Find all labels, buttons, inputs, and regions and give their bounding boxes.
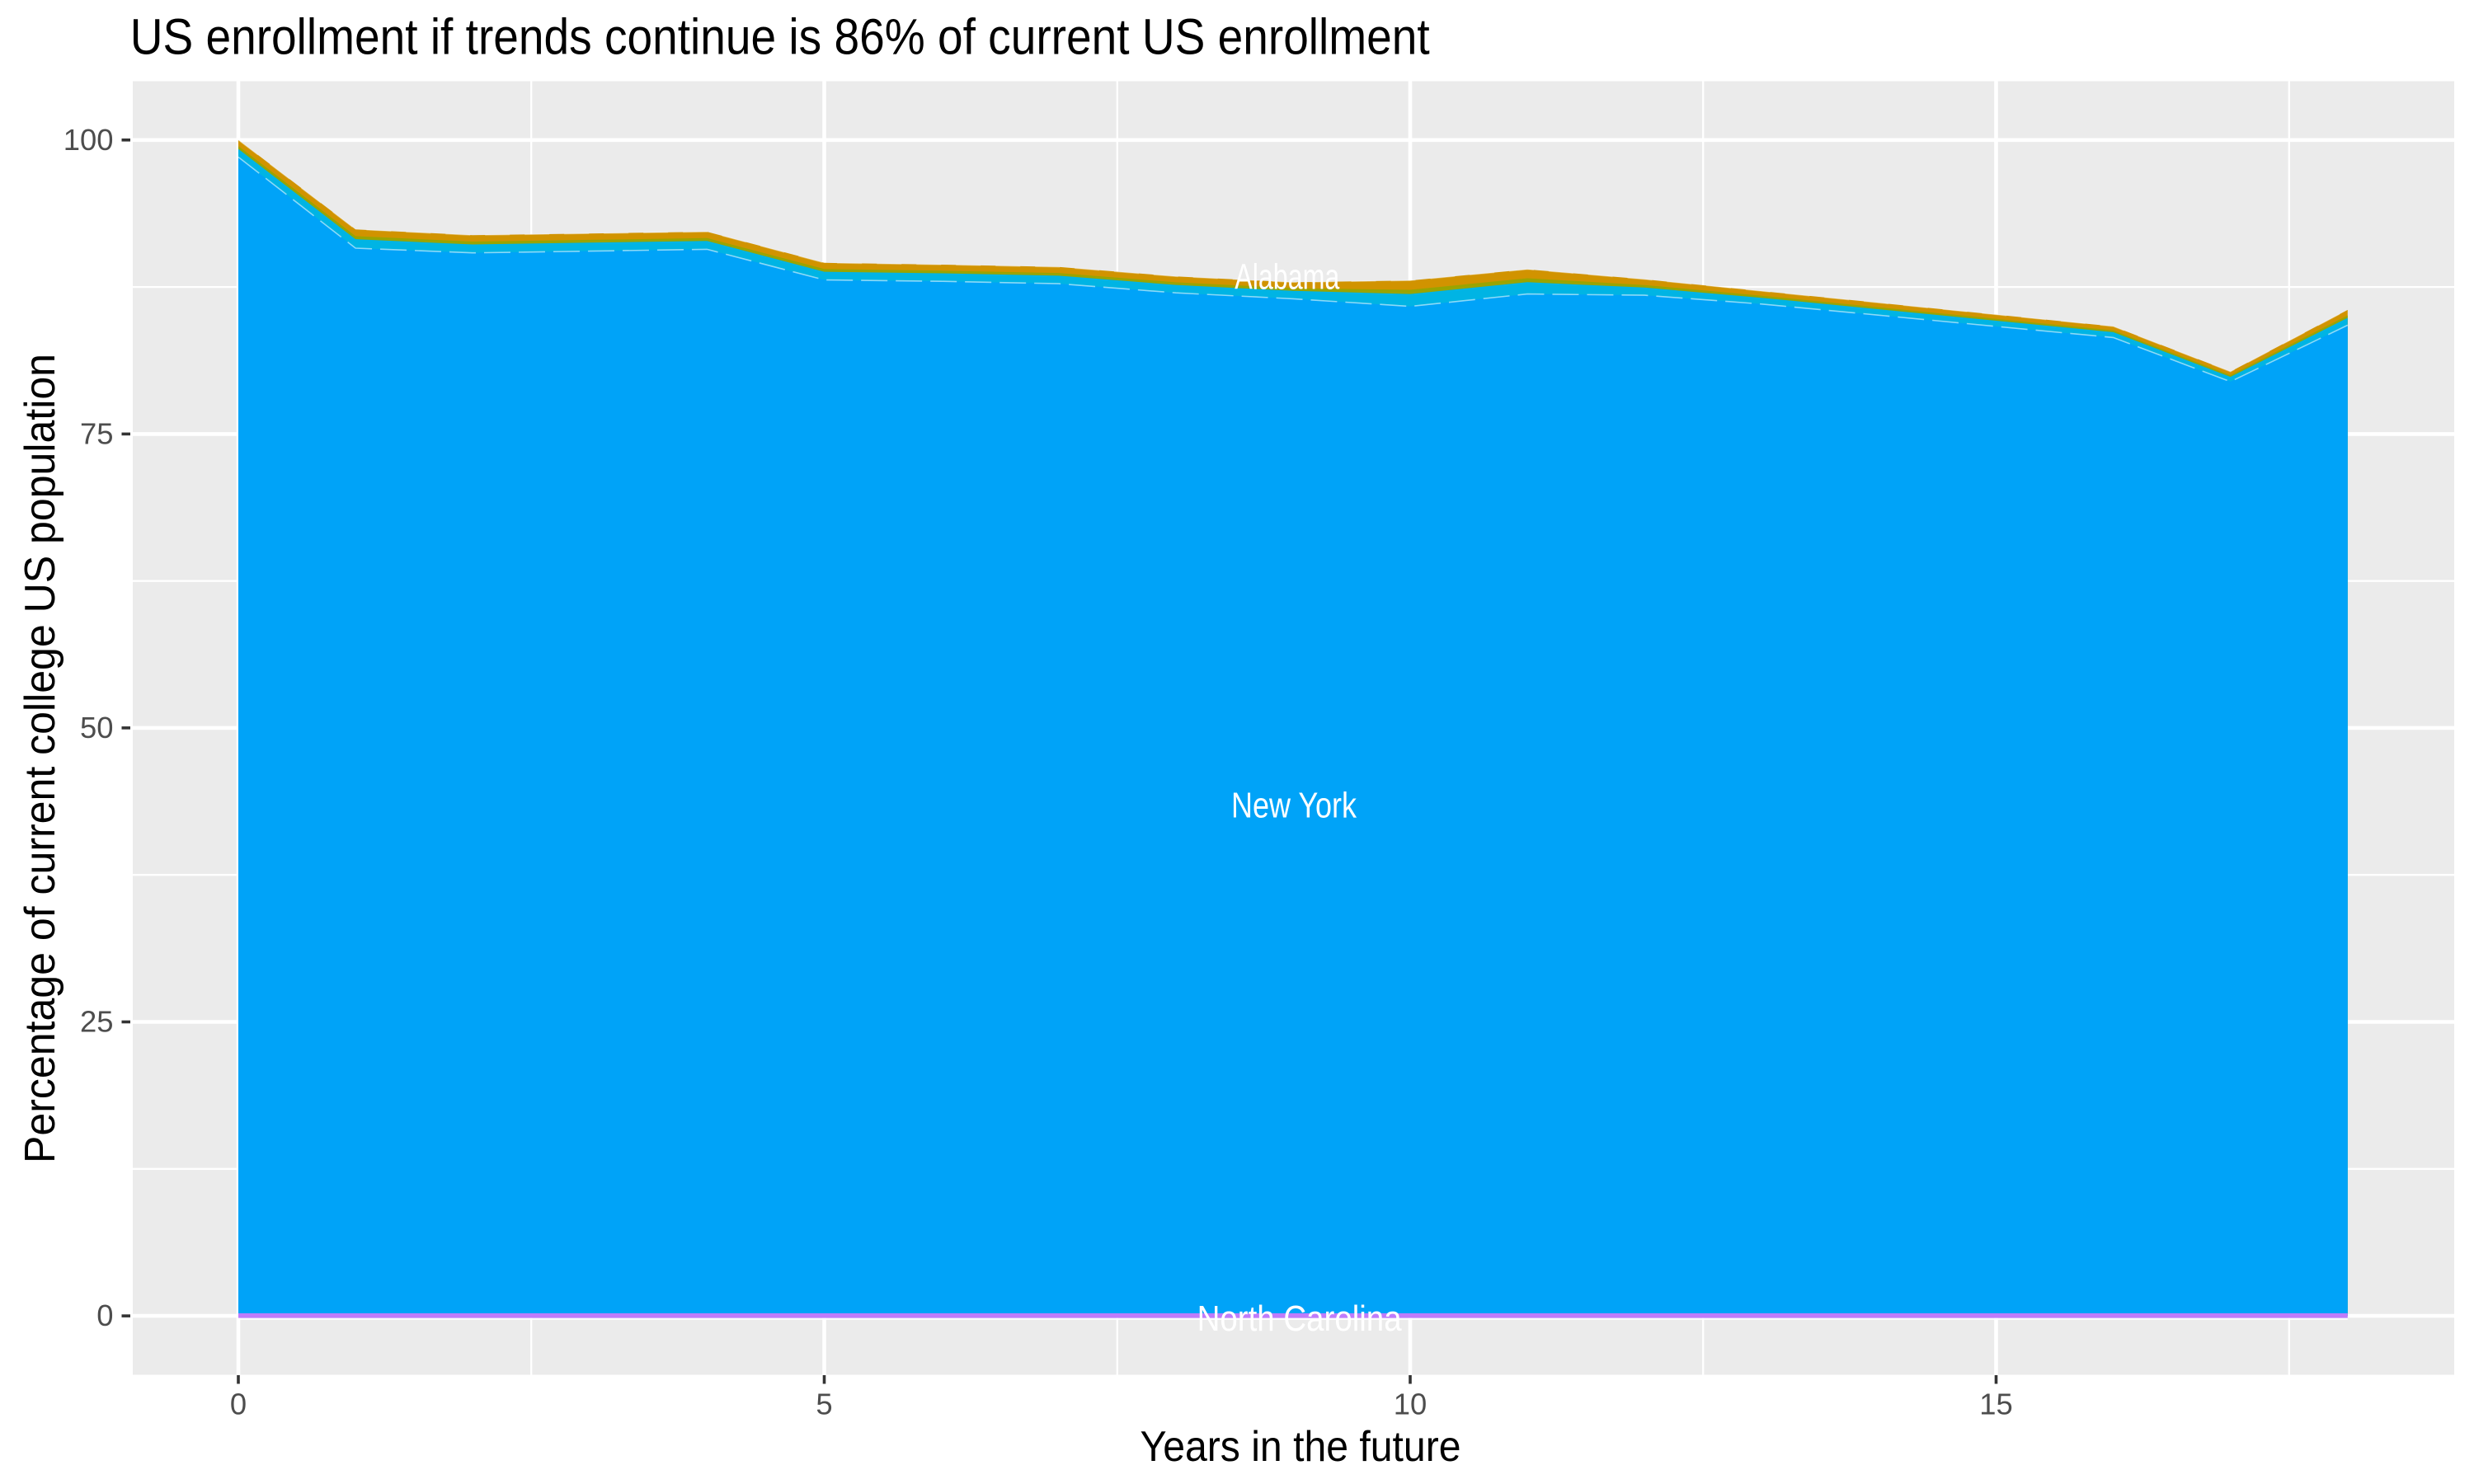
svg-text:0: 0 bbox=[96, 1298, 113, 1332]
svg-text:100: 100 bbox=[63, 123, 114, 157]
svg-text:50: 50 bbox=[80, 711, 113, 744]
svg-text:New York: New York bbox=[1231, 786, 1357, 826]
svg-text:75: 75 bbox=[80, 416, 113, 450]
svg-text:10: 10 bbox=[1394, 1388, 1427, 1421]
svg-text:US enrollment if trends contin: US enrollment if trends continue is 86% … bbox=[130, 9, 1430, 65]
svg-text:Percentage of current college: Percentage of current college US populat… bbox=[16, 354, 64, 1163]
svg-text:Years in the future: Years in the future bbox=[1141, 1423, 1461, 1471]
svg-text:5: 5 bbox=[816, 1388, 832, 1421]
svg-text:Alabama: Alabama bbox=[1235, 257, 1339, 298]
svg-text:25: 25 bbox=[80, 1005, 113, 1039]
svg-text:North Carolina: North Carolina bbox=[1197, 1298, 1402, 1339]
svg-text:0: 0 bbox=[230, 1388, 247, 1421]
svg-text:15: 15 bbox=[1979, 1388, 2012, 1421]
